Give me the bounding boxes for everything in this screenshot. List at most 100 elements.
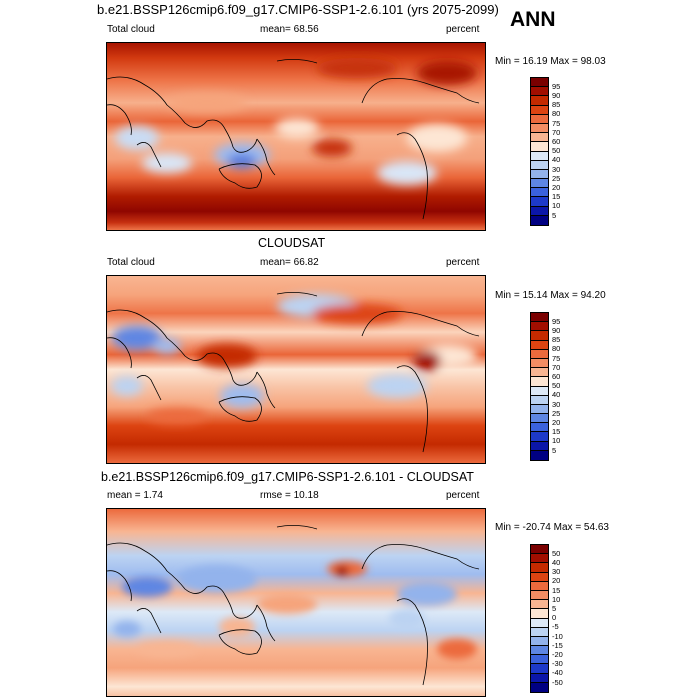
colorbar-tick-label: 5 — [552, 603, 557, 613]
panel3-units: percent — [446, 490, 480, 501]
colorbar-cell — [531, 664, 548, 674]
colorbar-tick-label: 20 — [552, 576, 561, 586]
colorbar-tick-label: 40 — [552, 155, 561, 165]
colorbar-tick-label: -50 — [552, 677, 563, 687]
colorbar-cell — [531, 313, 548, 323]
colorbar-tick-label: -15 — [552, 640, 563, 650]
panel3-title: b.e21.BSSP126cmip6.f09_g17.CMIP6-SSP1-2.… — [101, 470, 474, 484]
colorbar-tick-label: 30 — [552, 567, 561, 577]
colorbar-tick-label: 50 — [552, 381, 561, 391]
colorbar-tick-label: 20 — [552, 417, 561, 427]
panel1-map — [106, 42, 486, 231]
colorbar-cell — [531, 377, 548, 387]
panel1-field — [107, 43, 485, 230]
colorbar-tick-label: 60 — [552, 136, 561, 146]
panel3-field — [107, 509, 485, 696]
panel1-units: percent — [446, 24, 480, 35]
colorbar-cell — [531, 414, 548, 424]
colorbar-tick-label: 25 — [552, 173, 561, 183]
colorbar-cell — [531, 133, 548, 143]
colorbar-tick-label: 30 — [552, 164, 561, 174]
colorbar-cell — [531, 368, 548, 378]
colorbar-tick-label: -10 — [552, 631, 563, 641]
colorbar-cell — [531, 160, 548, 170]
panel3-rmse: rmse = 10.18 — [260, 490, 319, 501]
colorbar-cell — [531, 105, 548, 115]
colorbar-cell — [531, 87, 548, 97]
colorbar-cell — [531, 206, 548, 216]
colorbar-tick-label: 85 — [552, 335, 561, 345]
colorbar-tick-label: 10 — [552, 436, 561, 446]
colorbar-cell — [531, 215, 548, 225]
colorbar-cell — [531, 600, 548, 610]
colorbar-tick-label: 15 — [552, 427, 561, 437]
colorbar-cell — [531, 627, 548, 637]
colorbar-cell — [531, 197, 548, 207]
colorbar-tick-label: 70 — [552, 362, 561, 372]
colorbar-tick-label: 75 — [552, 353, 561, 363]
colorbar-cell — [531, 432, 548, 442]
panel2-colorbar — [530, 312, 549, 461]
colorbar-tick-label: 5 — [552, 445, 557, 455]
colorbar-cell — [531, 673, 548, 683]
colorbar-tick-label: 75 — [552, 118, 561, 128]
panel3-colorbar — [530, 544, 549, 693]
colorbar-cell — [531, 618, 548, 628]
colorbar-cell — [531, 188, 548, 198]
panel2-map — [106, 275, 486, 464]
panel2-left-label: Total cloud — [107, 257, 155, 268]
colorbar-tick-label: 90 — [552, 325, 561, 335]
colorbar-cell — [531, 441, 548, 451]
colorbar-cell — [531, 572, 548, 582]
colorbar-tick-label: 0 — [552, 613, 557, 623]
colorbar-cell — [531, 78, 548, 88]
colorbar-cell — [531, 96, 548, 106]
colorbar-tick-label: 5 — [552, 210, 557, 220]
colorbar-cell — [531, 404, 548, 415]
colorbar-cell — [531, 636, 548, 647]
colorbar-tick-label: 15 — [552, 585, 561, 595]
colorbar-tick-label: 10 — [552, 594, 561, 604]
colorbar-cell — [531, 563, 548, 573]
panel2-units: percent — [446, 257, 480, 268]
colorbar-tick-label: 95 — [552, 316, 561, 326]
colorbar-cell — [531, 386, 548, 396]
panel2-mean: mean= 66.82 — [260, 257, 319, 268]
colorbar-cell — [531, 581, 548, 591]
colorbar-cell — [531, 450, 548, 460]
panel1-range: Min = 16.19 Max = 98.03 — [495, 56, 606, 67]
panel1-mean: mean= 68.56 — [260, 24, 319, 35]
colorbar-tick-label: 50 — [552, 548, 561, 558]
colorbar-cell — [531, 682, 548, 692]
panel2-title: CLOUDSAT — [258, 236, 326, 250]
panel2-field — [107, 276, 485, 463]
colorbar-cell — [531, 609, 548, 619]
colorbar-cell — [531, 423, 548, 433]
panel2-range: Min = 15.14 Max = 94.20 — [495, 290, 606, 301]
colorbar-cell — [531, 179, 548, 189]
panel3-left-label: mean = 1.74 — [107, 490, 163, 501]
colorbar-cell — [531, 358, 548, 369]
colorbar-cell — [531, 331, 548, 341]
colorbar-tick-label: 60 — [552, 371, 561, 381]
colorbar-cell — [531, 655, 548, 665]
colorbar-tick-label: 95 — [552, 81, 561, 91]
colorbar-cell — [531, 114, 548, 124]
colorbar-tick-label: -5 — [552, 622, 559, 632]
colorbar-tick-label: -20 — [552, 649, 563, 659]
colorbar-tick-label: 20 — [552, 182, 561, 192]
colorbar-tick-label: 30 — [552, 399, 561, 409]
colorbar-cell — [531, 169, 548, 180]
colorbar-tick-label: 10 — [552, 201, 561, 211]
colorbar-tick-label: 50 — [552, 146, 561, 156]
colorbar-cell — [531, 646, 548, 656]
colorbar-tick-label: -40 — [552, 668, 563, 678]
colorbar-cell — [531, 395, 548, 405]
colorbar-cell — [531, 151, 548, 161]
colorbar-tick-label: 90 — [552, 90, 561, 100]
colorbar-cell — [531, 142, 548, 152]
panel3-range: Min = -20.74 Max = 54.63 — [495, 522, 609, 533]
colorbar-tick-label: 40 — [552, 557, 561, 567]
colorbar-tick-label: 15 — [552, 192, 561, 202]
colorbar-cell — [531, 545, 548, 555]
